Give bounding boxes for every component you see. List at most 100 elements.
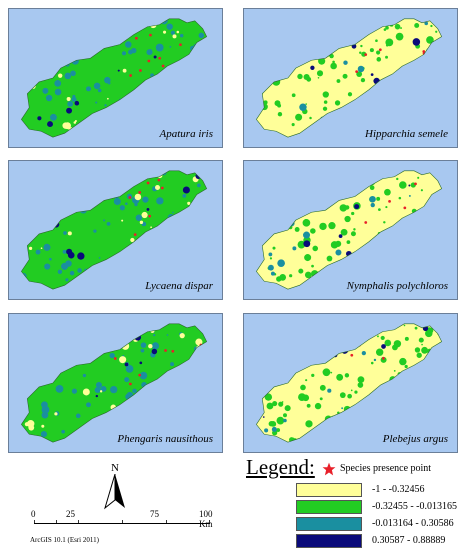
habitat-patch [359, 51, 362, 55]
habitat-patch [354, 390, 358, 394]
habitat-patch [107, 280, 114, 287]
habitat-patch [353, 255, 356, 259]
habitat-patch [299, 103, 307, 111]
region-outline [255, 170, 443, 290]
habitat-patch [275, 326, 280, 331]
habitat-patch [263, 100, 268, 105]
habitat-patch [50, 113, 57, 121]
habitat-patch [41, 46, 46, 51]
habitat-patch [437, 108, 442, 113]
habitat-patch [383, 230, 388, 235]
habitat-patch [296, 202, 300, 206]
habitat-patch [418, 105, 425, 112]
map-frame [8, 160, 223, 300]
habitat-patch [437, 65, 442, 70]
habitat-patch [39, 19, 46, 27]
habitat-patch [324, 18, 329, 22]
habitat-patch [427, 414, 436, 422]
habitat-patch [389, 93, 396, 100]
habitat-patch [325, 31, 333, 38]
habitat-patch [394, 73, 400, 80]
habitat-patch [324, 415, 332, 423]
region-outline [255, 323, 443, 443]
habitat-patch [439, 212, 442, 219]
habitat-patch [166, 334, 169, 336]
habitat-patch [125, 365, 134, 373]
habitat-patch [335, 249, 342, 256]
habitat-patch [338, 416, 342, 420]
habitat-patch [357, 376, 365, 384]
habitat-patch [408, 194, 411, 197]
habitat-patch [426, 48, 432, 54]
habitat-patch [30, 196, 37, 203]
habitat-patch [256, 37, 263, 45]
habitat-patch [306, 403, 311, 408]
habitat-patch [121, 219, 124, 222]
habitat-patch [304, 271, 312, 279]
habitat-patch [196, 362, 202, 368]
habitat-patch [76, 336, 81, 341]
habitat-patch [132, 324, 141, 333]
habitat-patch [376, 91, 382, 97]
habitat-patch [277, 259, 285, 267]
presence-point [410, 221, 413, 224]
habitat-patch [64, 72, 72, 80]
habitat-patch [137, 283, 140, 286]
presence-point [386, 231, 390, 234]
habitat-patch [146, 208, 150, 211]
habitat-patch [73, 325, 82, 333]
scale-tick [34, 520, 35, 523]
habitat-patch [383, 28, 387, 31]
habitat-patch [421, 346, 428, 354]
habitat-patch [312, 245, 319, 252]
habitat-patch [378, 208, 381, 211]
habitat-patch [34, 202, 40, 209]
scale-label-75: 75 [150, 509, 159, 519]
habitat-patch [376, 57, 382, 62]
map-panel-lycaena-dispar: Lycaena dispar [8, 160, 223, 300]
habitat-patch [304, 254, 312, 262]
habitat-patch [121, 33, 126, 39]
habitat-patch [256, 33, 257, 38]
habitat-patch [27, 195, 34, 203]
habitat-patch [182, 186, 190, 194]
habitat-patch [377, 270, 380, 273]
habitat-patch [38, 215, 44, 221]
habitat-patch [200, 76, 206, 82]
habitat-patch [57, 323, 62, 327]
habitat-patch [397, 249, 404, 256]
habitat-patch [194, 100, 199, 105]
presence-point [147, 59, 151, 63]
habitat-patch [148, 232, 157, 240]
presence-point [146, 181, 150, 185]
scale-tick [56, 520, 57, 523]
habitat-patch [156, 197, 164, 205]
habitat-patch [435, 413, 442, 421]
habitat-patch [338, 234, 343, 239]
habitat-patch [438, 94, 442, 98]
habitat-patch [394, 23, 401, 30]
habitat-patch [417, 176, 420, 179]
habitat-patch [420, 189, 423, 192]
habitat-patch [409, 413, 416, 420]
habitat-patch [75, 413, 81, 419]
habitat-patch [374, 243, 381, 250]
habitat-patch [363, 103, 369, 109]
habitat-patch [268, 331, 271, 335]
habitat-patch [344, 205, 350, 210]
presence-point [171, 349, 175, 353]
habitat-patch [139, 329, 142, 332]
habitat-patch [366, 113, 369, 115]
habitat-patch [162, 416, 166, 421]
habitat-patch [162, 414, 170, 422]
presence-point [422, 50, 426, 53]
habitat-patch [22, 25, 28, 32]
habitat-patch [198, 391, 206, 400]
habitat-patch [438, 247, 442, 256]
habitat-patch [370, 202, 375, 208]
habitat-patch [350, 116, 355, 121]
habitat-patch [341, 267, 347, 272]
species-label: Hipparchia semele [365, 128, 448, 140]
habitat-patch [405, 73, 413, 81]
habitat-patch [47, 121, 53, 128]
